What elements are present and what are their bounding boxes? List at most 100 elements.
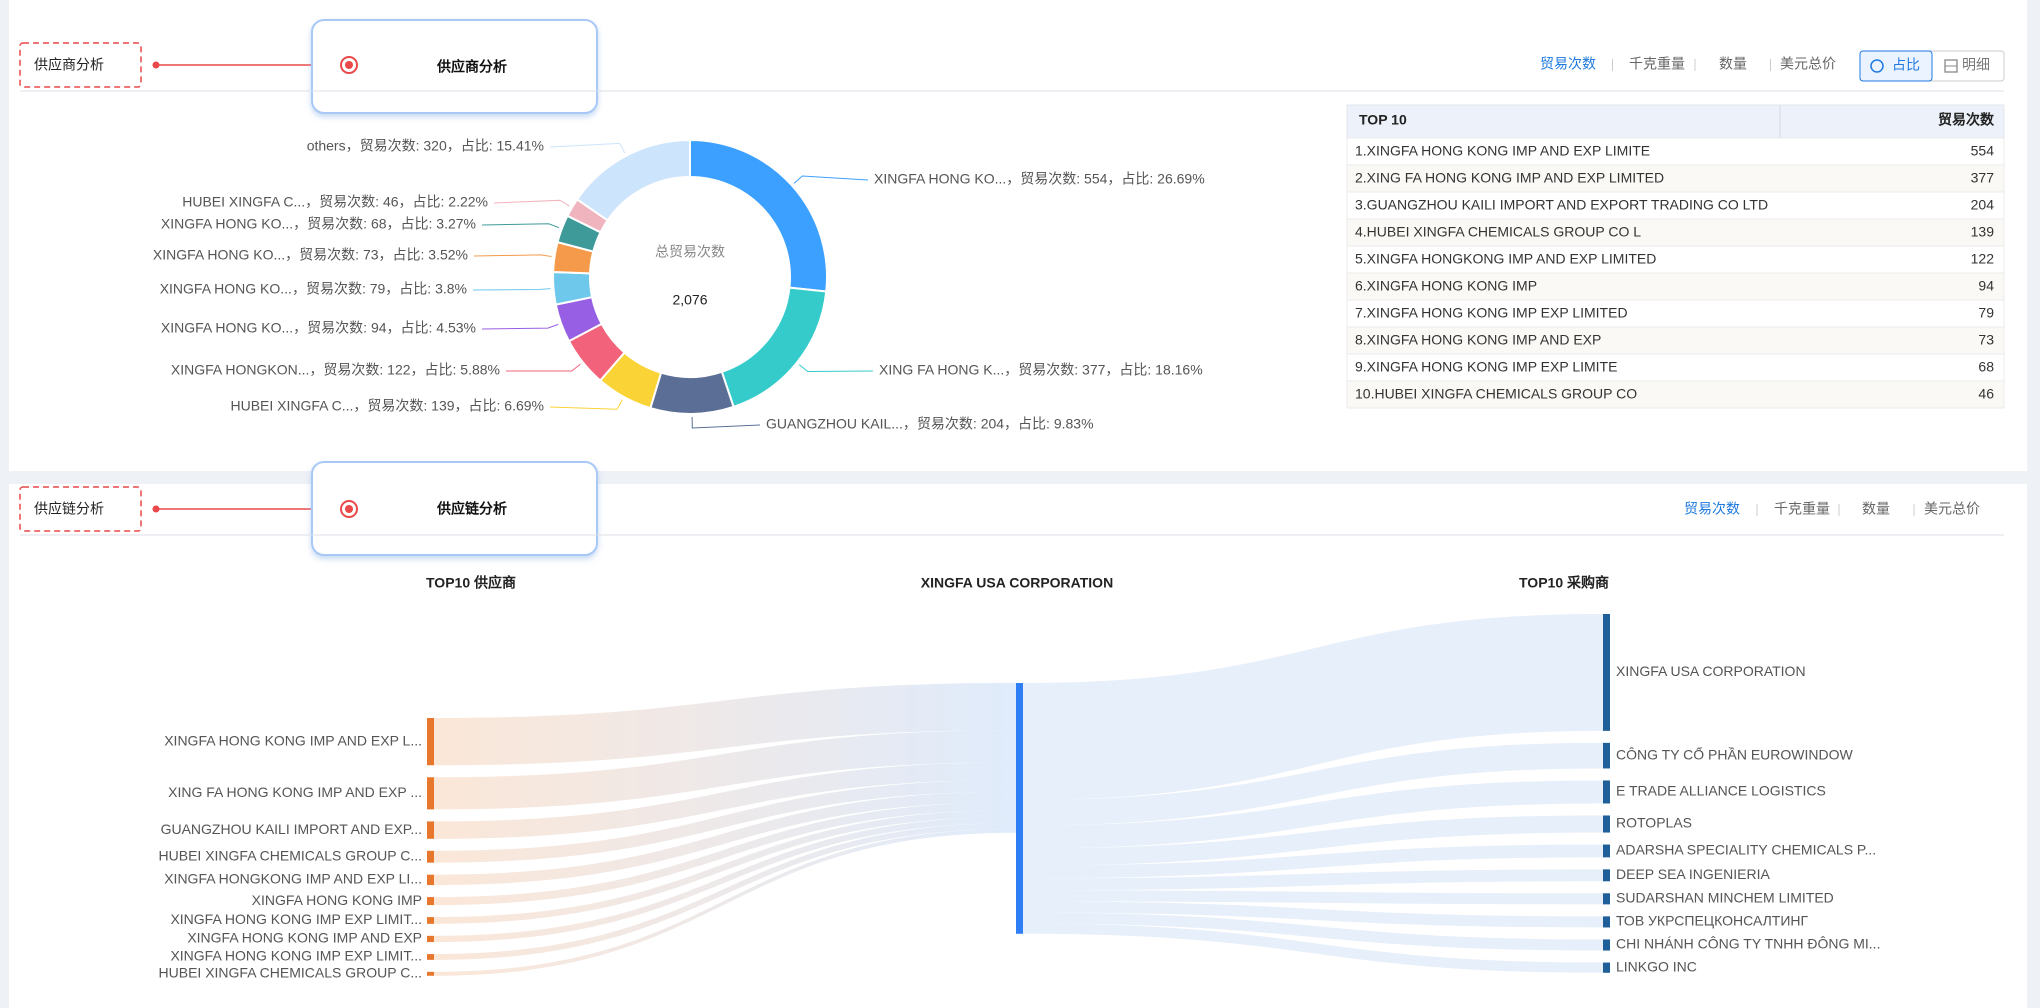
sankey-link <box>434 683 1016 766</box>
source-label: XING FA HONG KONG IMP AND EXP ... <box>168 784 422 800</box>
source-label: XINGFA HONG KONG IMP AND EXP <box>187 930 422 946</box>
tab[interactable]: 数量 <box>1719 56 1747 72</box>
slice-label: HUBEI XINGFA C...，贸易次数: 46，占比: 2.22% <box>182 194 488 210</box>
table-cell: 2.XING FA HONG KONG IMP AND EXP LIMITED <box>1355 170 1664 186</box>
tab[interactable]: 美元总价 <box>1780 56 1836 72</box>
source-label: XINGFA HONG KONG IMP EXP LIMIT... <box>170 911 422 927</box>
buyer-node <box>1603 614 1610 731</box>
source-node <box>427 971 434 976</box>
section-tag-box <box>19 42 142 88</box>
callout-ring-dot <box>345 61 353 69</box>
source-label: XINGFA HONG KONG IMP EXP LIMIT... <box>170 948 422 964</box>
leader-line <box>493 199 570 207</box>
sankey-link <box>1023 742 1603 826</box>
buyer-node <box>1603 916 1610 928</box>
slice-label: XINGFA HONG KO...，贸易次数: 79，占比: 3.8% <box>160 281 467 297</box>
sankey-link <box>1023 844 1603 879</box>
source-node <box>427 874 434 886</box>
table-cell: 6.XINGFA HONG KONG IMP <box>1355 278 1537 294</box>
sankey-link <box>1023 923 1603 973</box>
table-cell: 4.HUBEI XINGFA CHEMICALS GROUP CO L <box>1355 224 1641 240</box>
source-node <box>427 954 434 960</box>
leader-line <box>691 416 761 429</box>
source-node <box>427 917 434 924</box>
source-node <box>427 777 434 810</box>
leader-line <box>505 363 581 372</box>
toggle-option[interactable]: 明细 <box>1962 57 1990 73</box>
sankey-link <box>1023 614 1603 800</box>
table-header-cell: TOP 10 <box>1359 112 1407 128</box>
donut-center-label: 总贸易次数 <box>655 244 725 260</box>
leader-line <box>481 223 560 229</box>
sankey-link <box>434 802 1016 906</box>
table-cell: 554 <box>1971 143 1995 159</box>
source-label: XINGFA HONGKONG IMP AND EXP LI... <box>164 871 422 887</box>
slice-label: XINGFA HONGKON...，贸易次数: 122，占比: 5.88% <box>171 362 500 378</box>
table-row <box>1346 164 2005 193</box>
buyer-node <box>1603 939 1610 951</box>
tab[interactable]: 贸易次数 <box>1684 501 1740 517</box>
table-cell: 1.XINGFA HONG KONG IMP AND EXP LIMITE <box>1355 143 1650 159</box>
leader-line <box>473 254 552 258</box>
table-row <box>1346 137 2005 166</box>
buyer-node <box>1603 742 1610 769</box>
sankey-link <box>1023 901 1603 928</box>
table-cell: 94 <box>1978 278 1994 294</box>
sankey-link <box>434 816 1016 943</box>
table-cell: 7.XINGFA HONG KONG IMP EXP LIMITED <box>1355 305 1628 321</box>
donut-center-value: 2,076 <box>672 292 707 308</box>
slice-label: XINGFA HONG KO...，贸易次数: 73，占比: 3.52% <box>153 247 468 263</box>
tab[interactable]: 贸易次数 <box>1540 56 1596 72</box>
table-row <box>1346 326 2005 355</box>
source-node <box>427 821 434 839</box>
leader-line <box>472 288 551 291</box>
buyer-label: XINGFA USA CORPORATION <box>1616 663 1806 679</box>
toggle-active[interactable] <box>1859 50 1933 82</box>
slice-label: HUBEI XINGFA C...，贸易次数: 139，占比: 6.69% <box>230 398 544 414</box>
sankey-link <box>1023 780 1603 849</box>
table-header-cell: 贸易次数 <box>1938 112 1995 128</box>
callout-box <box>311 461 598 556</box>
table-cell: 204 <box>1971 197 1995 213</box>
table-row <box>1346 218 2005 247</box>
table-cell: 8.XINGFA HONG KONG IMP AND EXP <box>1355 332 1601 348</box>
source-node <box>427 935 434 943</box>
table-cell: 10.HUBEI XINGFA CHEMICALS GROUP CO <box>1355 386 1637 402</box>
sankey-link <box>434 823 1016 960</box>
tab[interactable]: 千克重量 <box>1774 501 1830 517</box>
tab[interactable]: 数量 <box>1862 501 1890 517</box>
table-cell: 68 <box>1978 359 1994 375</box>
source-label: HUBEI XINGFA CHEMICALS GROUP C... <box>159 965 422 981</box>
callout-dot <box>152 505 160 513</box>
donut-slice <box>649 370 735 415</box>
source-label: HUBEI XINGFA CHEMICALS GROUP C... <box>159 847 422 863</box>
sankey-link <box>434 762 1016 839</box>
table-row <box>1346 245 2005 274</box>
source-node <box>427 850 434 863</box>
tab[interactable]: 千克重量 <box>1629 56 1685 72</box>
table-cell: 79 <box>1978 305 1994 321</box>
buyer-node <box>1603 815 1610 833</box>
tab[interactable]: 美元总价 <box>1924 501 1980 517</box>
buyer-node <box>1603 844 1610 858</box>
table-row <box>1346 380 2005 409</box>
slice-label: GUANGZHOU KAIL...，贸易次数: 204，占比: 9.83% <box>766 416 1094 432</box>
sankey-link <box>1023 912 1603 951</box>
leader-line <box>798 364 874 373</box>
source-label: XINGFA HONG KONG IMP <box>252 892 422 908</box>
buyer-label: ТОВ УКРСПЕЦКОНСАЛТИНГ <box>1616 913 1808 929</box>
slice-label: others，贸易次数: 320，占比: 15.41% <box>307 138 544 154</box>
table-cell: 9.XINGFA HONG KONG IMP EXP LIMITE <box>1355 359 1617 375</box>
column-title: TOP10 采购商 <box>1519 575 1609 591</box>
leader-line <box>793 175 869 184</box>
table-cell: 139 <box>1971 224 1995 240</box>
callout-dot <box>152 61 160 69</box>
buyer-node <box>1603 962 1610 973</box>
sankey-link <box>434 828 1016 976</box>
toggle-option[interactable]: 占比 <box>1892 57 1920 73</box>
leader-line <box>481 323 559 330</box>
buyer-label: CHI NHÁNH CÔNG TY TNHH ĐÔNG MI... <box>1616 936 1880 952</box>
sankey-link <box>434 779 1016 863</box>
callout-box <box>311 19 598 114</box>
